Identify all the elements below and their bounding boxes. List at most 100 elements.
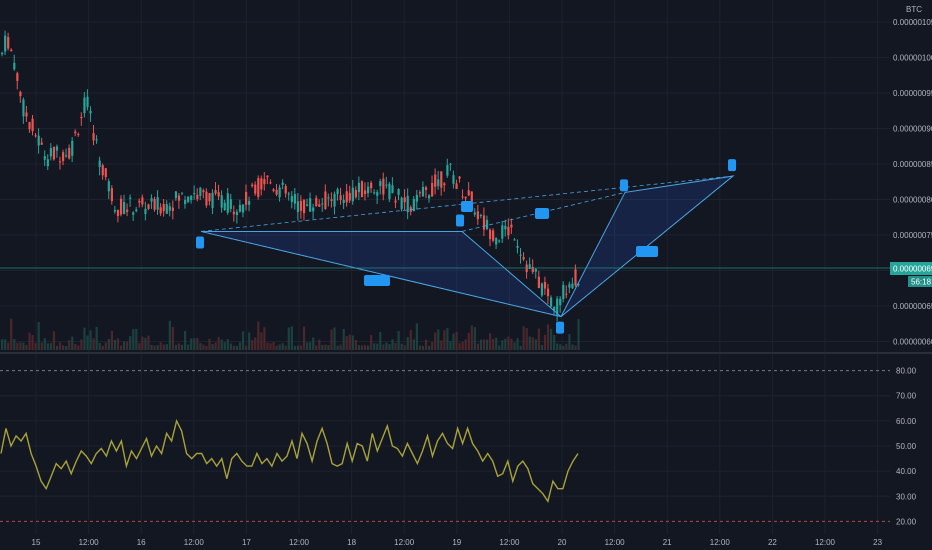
candle-body[interactable] (126, 209, 129, 212)
candle-body[interactable] (199, 187, 202, 196)
candle-body[interactable] (25, 112, 28, 117)
candle-body[interactable] (281, 182, 284, 185)
candle-body[interactable] (217, 192, 220, 197)
candle-body[interactable] (376, 192, 379, 196)
candle-body[interactable] (424, 187, 428, 190)
candle-body[interactable] (272, 189, 275, 191)
candle-body[interactable] (52, 146, 56, 160)
candle-body[interactable] (397, 188, 400, 195)
candle-body[interactable] (370, 182, 373, 189)
candle-body[interactable] (22, 99, 25, 117)
rsi-axis[interactable]: 80.00 70.00 60.00 50.00 40.00 30.00 20.00 (896, 367, 917, 527)
pattern-ratio-badge[interactable] (461, 201, 473, 212)
candle-body[interactable] (345, 191, 348, 203)
candle-body[interactable] (299, 200, 303, 211)
candle-body[interactable] (116, 209, 120, 216)
candle-body[interactable] (16, 73, 19, 81)
candle-body[interactable] (19, 91, 22, 97)
candle-body[interactable] (220, 195, 223, 208)
candle-body[interactable] (574, 269, 577, 286)
candle-body[interactable] (123, 202, 126, 215)
candle-body[interactable] (394, 200, 397, 203)
candle-body[interactable] (431, 183, 434, 197)
candle-body[interactable] (342, 199, 345, 204)
candle-body[interactable] (406, 195, 409, 213)
candle-body[interactable] (324, 191, 327, 210)
candle-body[interactable] (476, 211, 479, 220)
candle-body[interactable] (357, 182, 361, 193)
candle-body[interactable] (412, 199, 415, 212)
candle-body[interactable] (196, 194, 199, 200)
candle-body[interactable] (293, 194, 296, 204)
candle-body[interactable] (543, 281, 547, 289)
candlesticks[interactable] (1, 30, 580, 322)
candle-body[interactable] (58, 161, 62, 163)
candle-body[interactable] (458, 176, 461, 179)
rsi-pane[interactable] (0, 370, 890, 522)
candle-body[interactable] (266, 175, 269, 178)
candle-body[interactable] (190, 195, 193, 201)
candle-body[interactable] (351, 187, 354, 202)
candle-body[interactable] (4, 35, 7, 52)
candle-body[interactable] (501, 225, 504, 239)
candle-body[interactable] (309, 198, 312, 212)
candle-body[interactable] (296, 201, 300, 213)
candle-body[interactable] (428, 195, 431, 199)
candle-body[interactable] (101, 165, 104, 176)
pattern-point-marker[interactable] (456, 214, 464, 227)
candle-body[interactable] (443, 183, 446, 186)
candle-body[interactable] (354, 190, 357, 198)
candle-body[interactable] (174, 191, 178, 199)
candle-body[interactable] (269, 182, 272, 184)
candle-body[interactable] (1, 52, 4, 55)
candle-body[interactable] (92, 133, 95, 141)
candle-body[interactable] (98, 160, 101, 167)
candle-body[interactable] (165, 204, 168, 214)
candle-body[interactable] (382, 178, 385, 195)
candle-body[interactable] (565, 293, 568, 295)
candle-body[interactable] (568, 284, 571, 288)
pattern-ratio-badge[interactable] (636, 246, 658, 257)
candle-body[interactable] (339, 195, 342, 200)
candle-body[interactable] (68, 147, 71, 159)
candle-body[interactable] (245, 191, 248, 205)
candle-body[interactable] (556, 298, 559, 315)
candle-body[interactable] (437, 179, 440, 187)
candle-body[interactable] (360, 181, 364, 198)
candle-body[interactable] (479, 214, 483, 216)
candle-body[interactable] (62, 152, 65, 161)
candle-body[interactable] (446, 165, 449, 176)
candle-body[interactable] (553, 306, 556, 311)
candle-body[interactable] (534, 268, 537, 272)
candle-body[interactable] (546, 288, 550, 297)
candle-body[interactable] (275, 189, 278, 195)
candle-body[interactable] (138, 200, 141, 203)
candle-body[interactable] (367, 186, 370, 194)
candle-body[interactable] (391, 185, 394, 194)
candle-body[interactable] (287, 193, 290, 195)
candle-body[interactable] (43, 156, 46, 160)
candle-body[interactable] (55, 146, 59, 151)
candle-body[interactable] (440, 171, 443, 188)
candle-body[interactable] (485, 219, 489, 230)
candle-body[interactable] (327, 197, 330, 199)
candle-body[interactable] (156, 197, 159, 210)
candle-body[interactable] (434, 174, 437, 187)
candle-body[interactable] (171, 207, 174, 211)
candle-body[interactable] (65, 155, 68, 157)
candle-body[interactable] (531, 266, 534, 273)
candle-body[interactable] (113, 210, 117, 212)
candle-body[interactable] (153, 198, 156, 210)
candle-body[interactable] (141, 197, 144, 205)
candle-body[interactable] (418, 192, 422, 194)
candle-body[interactable] (95, 139, 98, 141)
candle-body[interactable] (336, 189, 339, 195)
candle-body[interactable] (28, 122, 31, 130)
pattern-point-marker[interactable] (728, 159, 736, 172)
candle-body[interactable] (388, 183, 391, 200)
candle-body[interactable] (278, 187, 281, 198)
candle-body[interactable] (363, 190, 367, 194)
candle-body[interactable] (464, 196, 467, 199)
candle-body[interactable] (77, 134, 80, 136)
candle-body[interactable] (159, 207, 162, 214)
